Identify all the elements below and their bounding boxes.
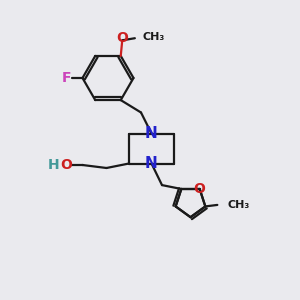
Text: N: N xyxy=(145,126,158,141)
Text: F: F xyxy=(61,71,71,85)
Text: O: O xyxy=(194,182,206,196)
Text: CH₃: CH₃ xyxy=(143,32,165,42)
Text: CH₃: CH₃ xyxy=(227,200,250,210)
Text: O: O xyxy=(116,31,128,45)
Text: O: O xyxy=(61,158,73,172)
Text: H: H xyxy=(48,158,60,172)
Text: N: N xyxy=(145,156,158,171)
